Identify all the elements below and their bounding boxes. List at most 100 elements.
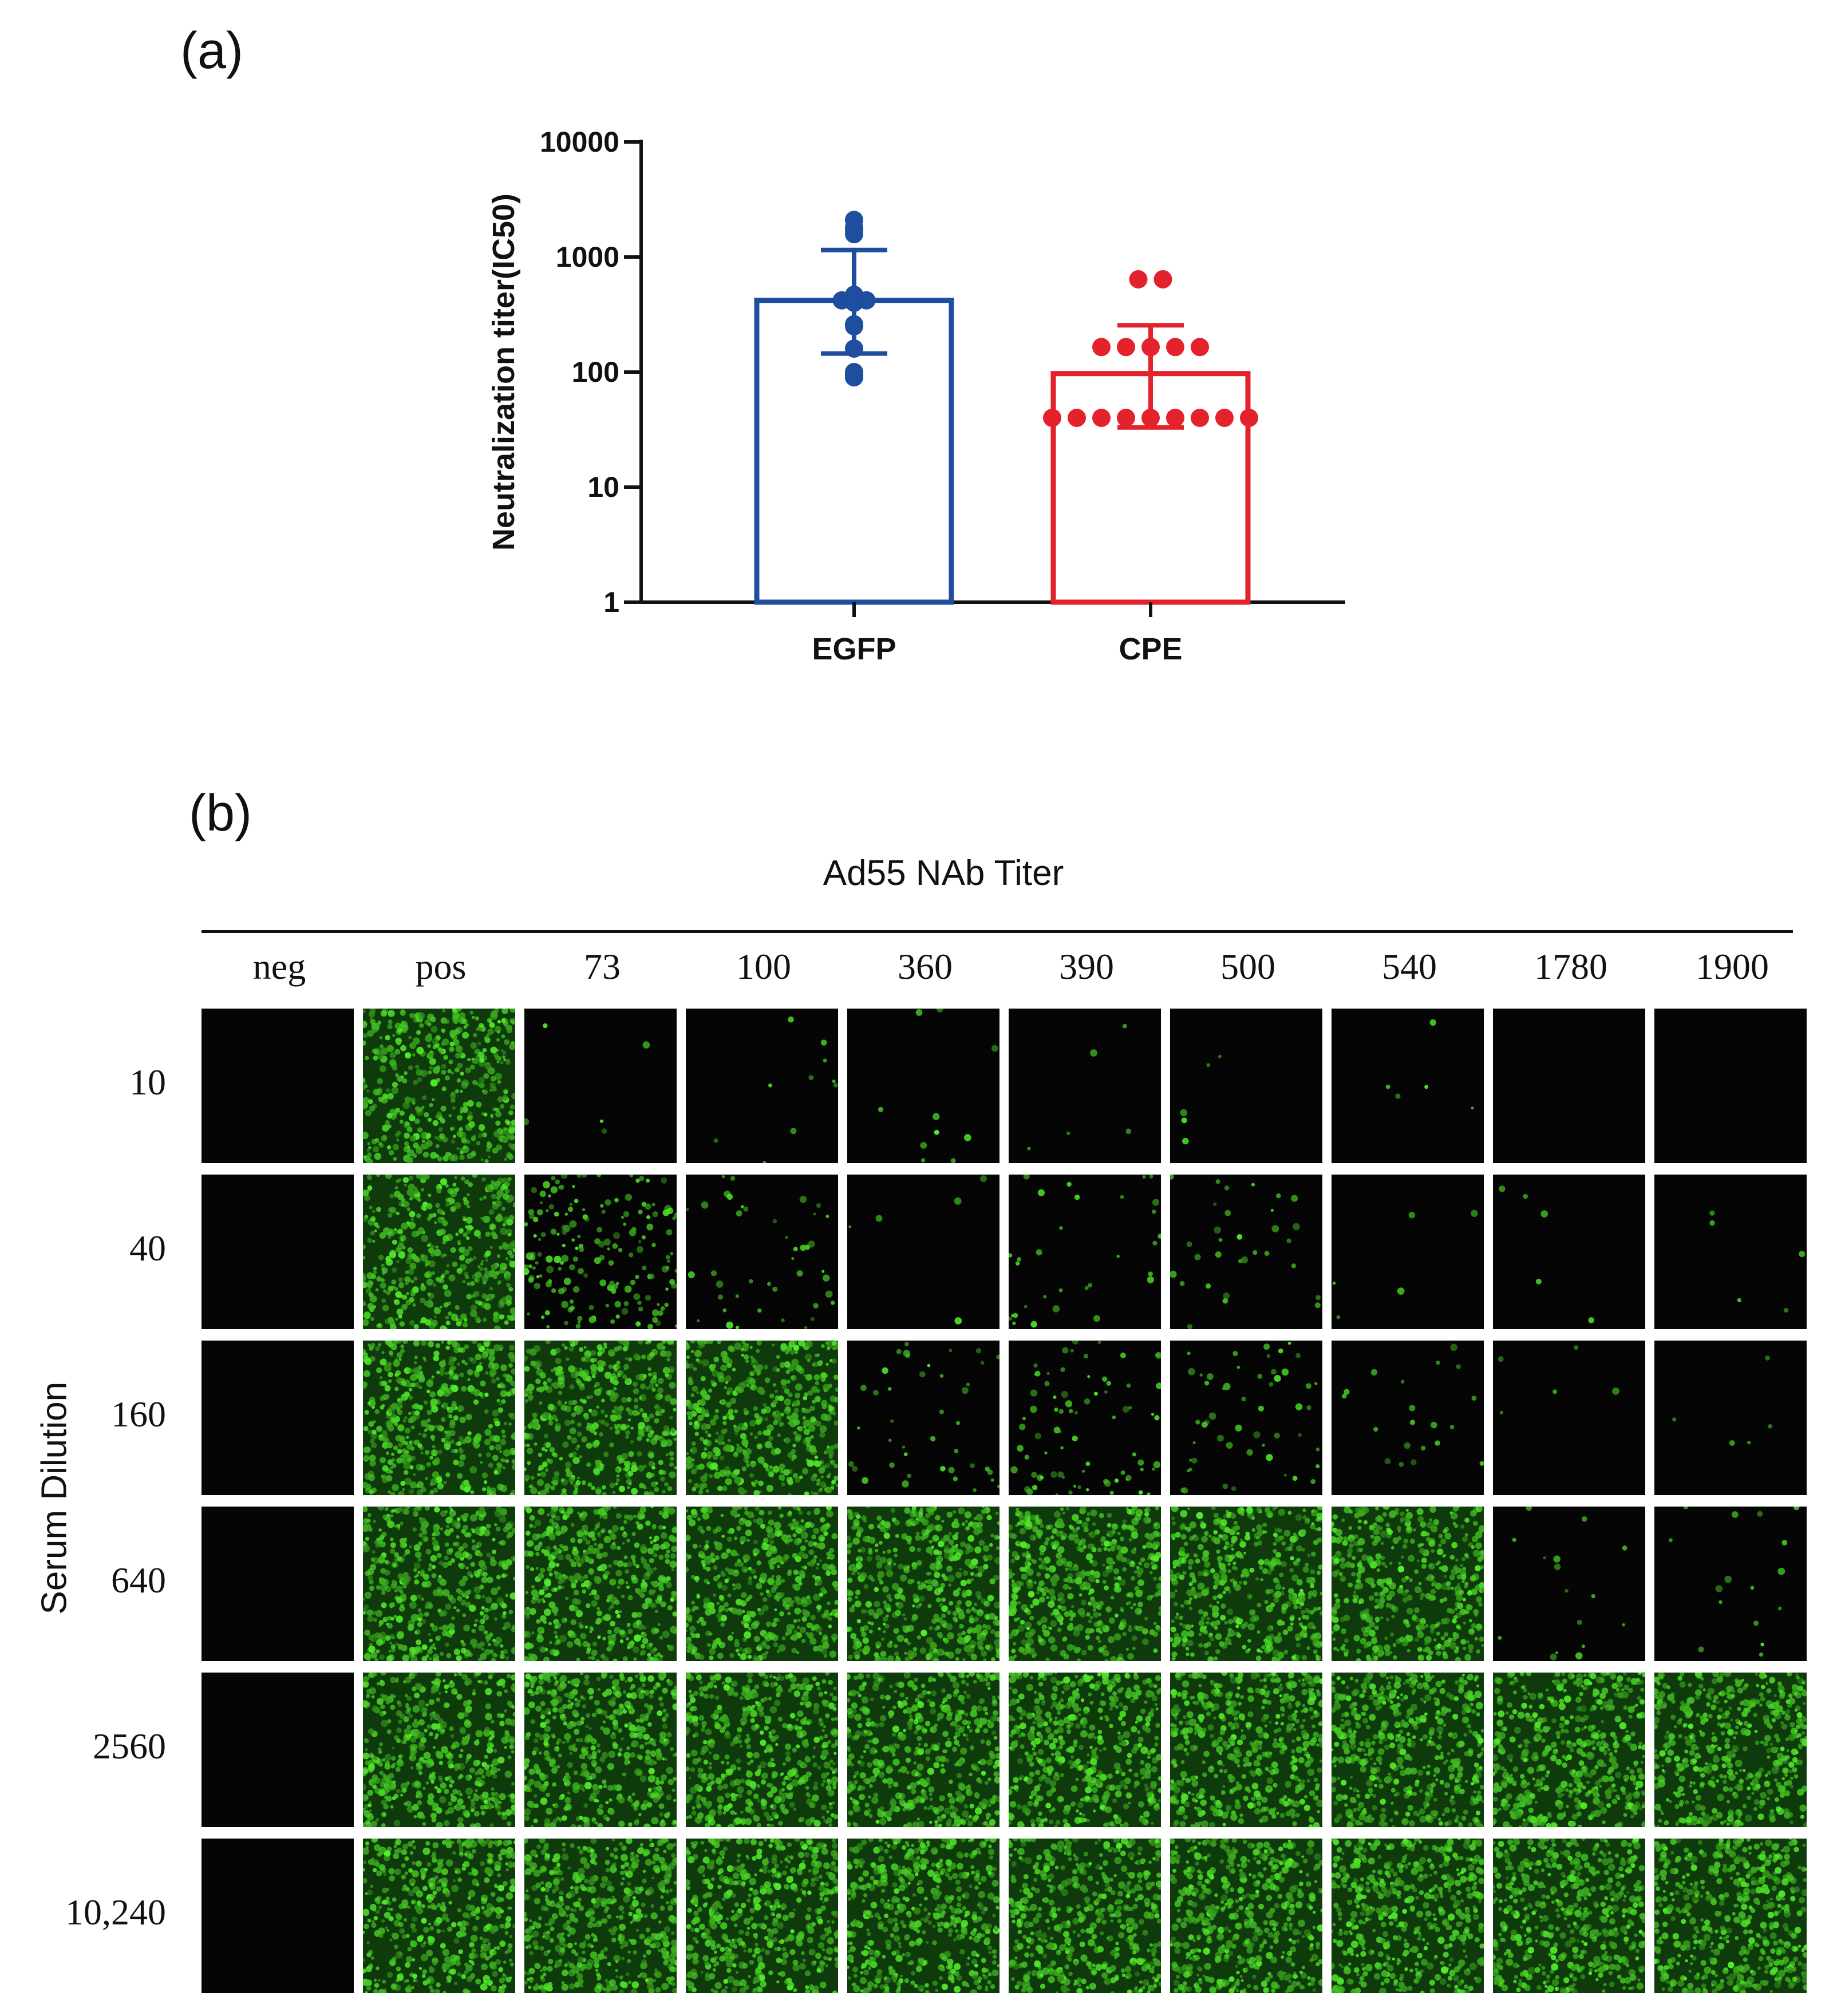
micrograph-cell xyxy=(847,1673,999,1827)
fluorescence-image xyxy=(524,1175,677,1329)
fluorescence-image xyxy=(686,1839,838,1993)
fluorescence-image xyxy=(202,1009,354,1163)
data-point-egfp xyxy=(857,291,876,310)
row-label: 640 xyxy=(111,1560,166,1600)
micrograph-cell xyxy=(1493,1507,1645,1661)
y-tick-label: 10000 xyxy=(540,126,619,158)
fluorescence-image xyxy=(202,1839,354,1993)
fluorescence-image xyxy=(847,1507,999,1661)
micrograph-cell xyxy=(524,1009,677,1163)
micrograph-cell xyxy=(1493,1839,1645,1993)
column-label: 500 xyxy=(1220,946,1275,987)
fluorescence-image xyxy=(1498,1345,1619,1414)
micrograph-cell xyxy=(1332,1009,1484,1163)
data-point-cpe xyxy=(1153,270,1172,288)
fluorescence-image xyxy=(1170,1507,1322,1661)
micrograph-cell xyxy=(1493,1341,1645,1495)
fluorescence-image xyxy=(686,1673,838,1827)
micrograph-cell xyxy=(847,1507,999,1661)
data-point-egfp xyxy=(845,221,863,240)
fluorescence-image xyxy=(1654,1009,1807,1163)
fluorescence-image xyxy=(1385,1019,1474,1110)
fluorescence-image xyxy=(1180,1341,1320,1494)
fluorescence-image xyxy=(524,1673,677,1827)
micrograph-cell xyxy=(686,1839,838,1993)
micrograph-cell xyxy=(524,1673,677,1827)
micrograph-cell xyxy=(363,1507,515,1661)
y-axis-label: Neutralization titer(IC50) xyxy=(487,193,521,551)
data-point-cpe xyxy=(1191,338,1209,357)
fluorescence-image xyxy=(524,1023,650,1134)
column-label: 540 xyxy=(1382,946,1437,987)
micrograph-cell xyxy=(202,1839,354,1993)
micrograph-cell xyxy=(524,1507,677,1661)
column-label: 100 xyxy=(736,946,791,987)
micrograph-cell xyxy=(1654,1839,1807,1993)
data-point-egfp xyxy=(845,363,863,381)
data-point-cpe xyxy=(1191,408,1209,427)
fluorescence-image xyxy=(1170,1175,1321,1329)
fluorescence-image xyxy=(1332,1507,1484,1661)
micrograph-cell xyxy=(363,1341,515,1495)
micrograph-cell xyxy=(1332,1839,1484,1993)
micrograph-cell xyxy=(686,1175,838,1329)
micrograph-cell xyxy=(1170,1673,1322,1827)
fluorescence-image xyxy=(1332,1209,1478,1319)
fluorescence-image xyxy=(686,1341,838,1495)
fluorescence-image xyxy=(1332,1673,1484,1827)
micrograph-cell xyxy=(363,1175,515,1329)
micrograph-cell xyxy=(363,1839,515,1993)
row-label: 10,240 xyxy=(65,1892,166,1932)
fluorescence-image xyxy=(1009,1507,1161,1661)
fluorescence-image xyxy=(1170,1673,1322,1827)
fluorescence-image xyxy=(363,1341,515,1495)
fluorescence-image xyxy=(1010,1341,1161,1495)
micrograph-cell xyxy=(1654,1673,1807,1827)
x-tick-label: EGFP xyxy=(812,632,896,666)
fluorescence-image xyxy=(1493,1673,1645,1827)
row-label: 10 xyxy=(129,1062,166,1102)
fluorescence-image xyxy=(848,1175,987,1325)
fluorescence-image xyxy=(1672,1355,1773,1446)
fluorescence-image xyxy=(1009,1839,1161,1993)
column-label: pos xyxy=(415,946,467,987)
micrograph-cell xyxy=(1493,1673,1645,1827)
micrograph-cell xyxy=(524,1341,677,1495)
column-label: 1780 xyxy=(1534,946,1607,987)
micrograph-cell xyxy=(1009,1175,1161,1329)
micrograph-cell xyxy=(1170,1341,1322,1495)
micrograph-cell xyxy=(363,1009,515,1163)
row-label: 40 xyxy=(129,1228,166,1268)
fluorescence-image xyxy=(1332,1839,1484,1993)
panel-b-title: Ad55 NAb Titer xyxy=(823,853,1064,893)
data-point-cpe xyxy=(1166,408,1184,427)
fluorescence-image xyxy=(686,1507,838,1661)
fluorescence-image xyxy=(202,1341,354,1495)
y-tick-label: 100 xyxy=(572,356,619,388)
micrograph-cell xyxy=(1654,1341,1807,1495)
row-label: 160 xyxy=(111,1394,166,1434)
micrograph-cell xyxy=(686,1507,838,1661)
micrograph-cell xyxy=(1009,1673,1161,1827)
micrograph-cell xyxy=(686,1341,838,1495)
fluorescence-image xyxy=(1498,1507,1627,1661)
fluorescence-image xyxy=(202,1175,354,1329)
micrograph-cell xyxy=(202,1175,354,1329)
micrograph-cell xyxy=(1332,1341,1484,1495)
micrograph-cell xyxy=(202,1673,354,1827)
data-point-cpe xyxy=(1215,408,1234,427)
column-label: 1900 xyxy=(1696,946,1769,987)
column-label: 73 xyxy=(584,946,621,987)
data-point-cpe xyxy=(1043,408,1061,427)
fluorescence-image xyxy=(202,1673,354,1827)
data-point-cpe xyxy=(1117,338,1135,357)
micrograph-cell xyxy=(686,1009,838,1163)
micrograph-cell xyxy=(202,1341,354,1495)
fluorescence-image xyxy=(686,1175,835,1329)
fluorescence-image xyxy=(363,1839,515,1993)
micrograph-cell xyxy=(847,1341,999,1495)
fluorescence-image xyxy=(1493,1009,1645,1163)
micrograph-cell xyxy=(202,1507,354,1661)
micrograph-cell xyxy=(1170,1175,1322,1329)
micrograph-cell xyxy=(1493,1175,1645,1329)
